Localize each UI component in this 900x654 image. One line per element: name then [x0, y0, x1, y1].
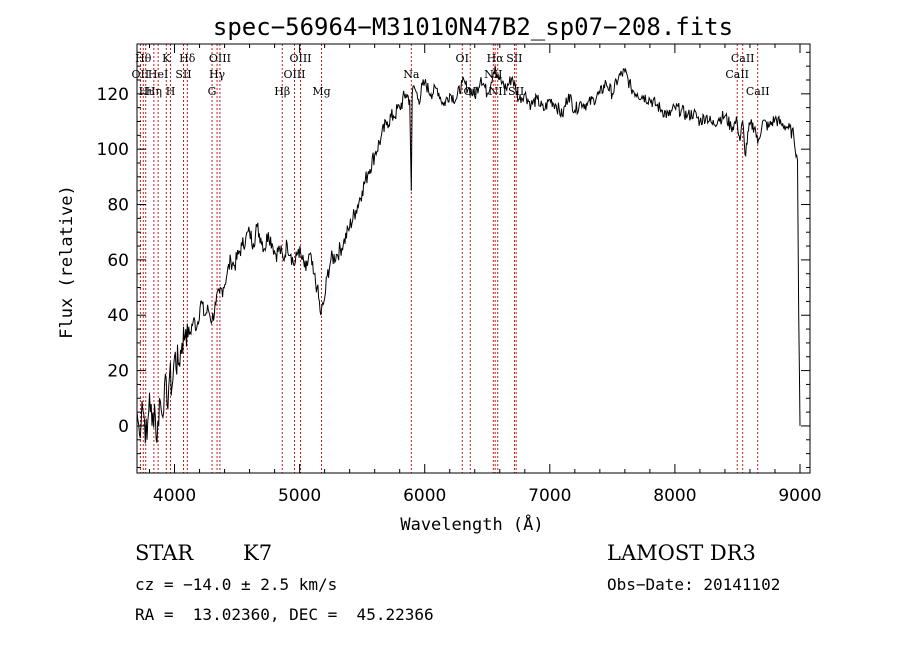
line-label-7: SII [175, 68, 191, 81]
object-subclass: K7 [243, 541, 272, 565]
line-label-21: NII [489, 85, 507, 98]
redshift-cz: cz = −14.0 ± 2.5 km/s [135, 575, 337, 594]
line-label-25: CaII [731, 52, 755, 65]
object-class: STAR [135, 541, 194, 565]
line-label-22: SII [506, 52, 522, 65]
ra-dec: RA = 13.02360, DEC = 45.22366 [135, 605, 434, 624]
y-tick-label-100: 100 [97, 140, 129, 160]
x-axis-label: Wavelength (Å) [400, 513, 543, 535]
line-label-4: HeI [148, 68, 168, 81]
x-tick-label-9000: 9000 [778, 486, 821, 506]
line-label-0: OII [132, 68, 150, 81]
y-tick-label-20: 20 [107, 362, 129, 382]
x-tick-label-8000: 8000 [653, 486, 696, 506]
line-label-12: Hβ [274, 85, 290, 98]
line-label-24: CaII [725, 68, 749, 81]
x-tick-label-5000: 5000 [278, 486, 321, 506]
x-tick-label-4000: 4000 [153, 486, 196, 506]
line-label-5: K [162, 52, 171, 65]
line-label-1: Hθ [135, 52, 152, 65]
line-label-20: Hα [487, 52, 505, 65]
line-label-16: Na [403, 68, 420, 81]
x-axis: 4000 5000 6000 7000 8000 9000 [149, 44, 822, 506]
y-tick-label-120: 120 [97, 85, 129, 105]
line-label-2: Hι [139, 85, 153, 98]
y-tick-label-0: 0 [118, 417, 129, 437]
line-label-13: OIII [283, 68, 305, 81]
observation-date: Obs−Date: 20141102 [607, 575, 780, 594]
x-tick-label-7000: 7000 [528, 486, 571, 506]
survey-name: LAMOST DR3 [607, 541, 756, 565]
line-label-26: CaII [746, 85, 770, 98]
y-tick-label-40: 40 [107, 306, 129, 326]
line-label-15: Mg [312, 85, 330, 98]
line-label-8: Hδ [179, 52, 196, 65]
plot-frame [136, 43, 811, 474]
chart-title: spec−56964−M31010N47B2_sp07−208.fits [213, 13, 733, 41]
y-tick-label-60: 60 [107, 251, 129, 271]
series-line-0 [136, 66, 801, 444]
x-tick-label-6000: 6000 [403, 486, 446, 506]
line-label-9: G [208, 85, 217, 98]
line-label-11: OIII [209, 52, 231, 65]
series-layer [136, 66, 801, 444]
line-label-3: Hη [146, 85, 162, 98]
line-label-6: H [166, 85, 176, 98]
line-label-14: OIII [289, 52, 311, 65]
y-axis-label: Flux (relative) [57, 185, 77, 339]
y-tick-label-80: 80 [107, 196, 129, 216]
line-markers [139, 44, 759, 473]
line-label-17: OI [456, 52, 469, 65]
line-label-10: Hγ [209, 68, 226, 81]
y-axis: 0 20 40 60 80 100 120 [97, 51, 810, 468]
